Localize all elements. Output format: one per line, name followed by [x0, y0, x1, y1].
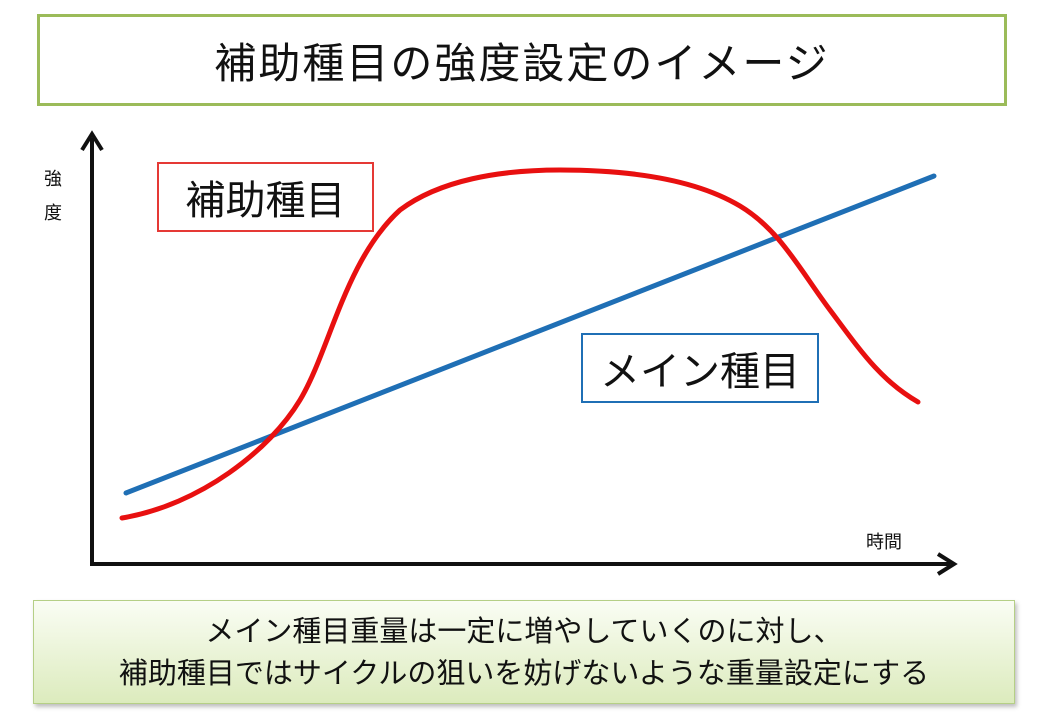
title-box: 補助種目の強度設定のイメージ [37, 14, 1007, 106]
accessory-exercise-label: 補助種目 [185, 178, 346, 224]
accessory-exercise-curve [119, 167, 921, 521]
x-axis-label: 時間 [866, 532, 902, 553]
y-axis-arrowhead [80, 130, 104, 152]
y-axis-label-1: 強 [44, 169, 62, 190]
page-title: 補助種目の強度設定のイメージ [214, 38, 830, 88]
note-box: メイン種目重量は一定に増やしていくのに対し、 補助種目ではサイクルの狙いを妨げな… [33, 600, 1015, 704]
main-exercise-label-box: メイン種目 [581, 333, 819, 403]
note-line-2: 補助種目ではサイクルの狙いを妨げないような重量設定にする [118, 656, 930, 690]
main-exercise-label: メイン種目 [600, 349, 800, 395]
x-axis-arrowhead [936, 552, 958, 576]
main-exercise-line [123, 173, 937, 496]
y-axis-label-2: 度 [44, 203, 62, 224]
accessory-exercise-label-box: 補助種目 [157, 162, 374, 232]
note-line-1: メイン種目重量は一定に増やしていくのに対し、 [205, 614, 843, 648]
